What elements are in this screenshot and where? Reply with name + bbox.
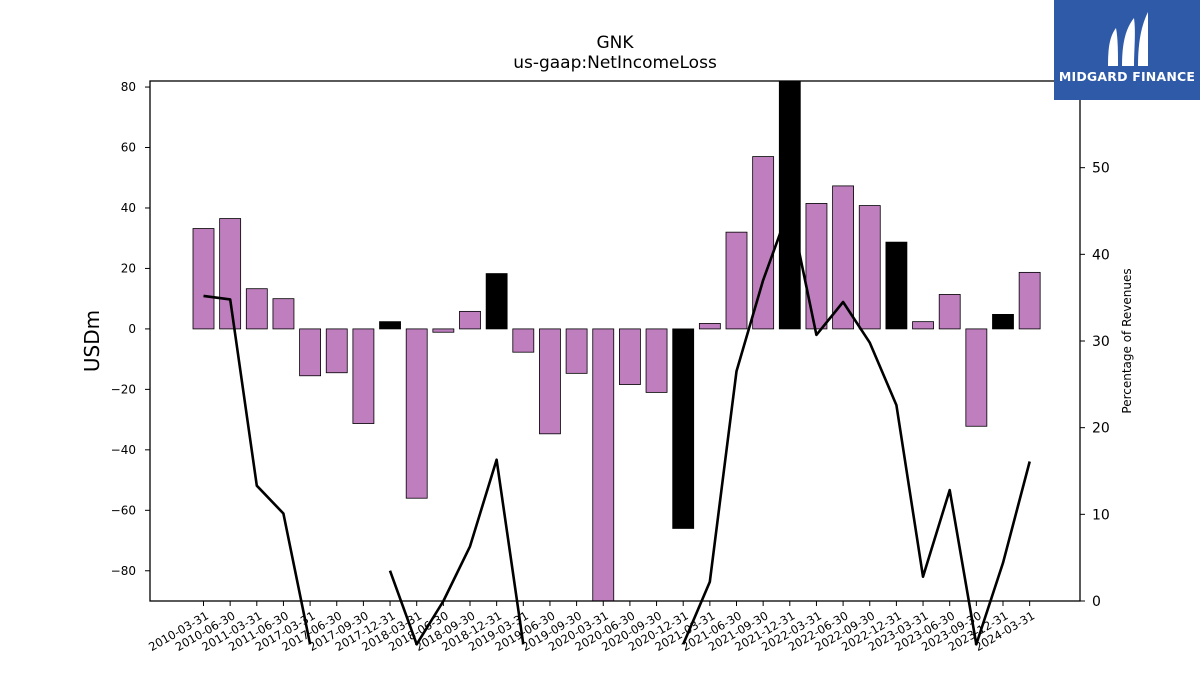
bar bbox=[778, 80, 801, 330]
y2-tick-label: 20 bbox=[1092, 421, 1110, 437]
y-tick-label: 20 bbox=[121, 261, 136, 275]
y2-axis: 0 10 20 30 40 50 bbox=[1080, 161, 1110, 610]
midgard-logo-icon bbox=[1108, 12, 1148, 66]
y-axis: −80 −60 −40 −20 0 20 40 60 80 bbox=[111, 80, 150, 578]
y2-tick-label: 0 bbox=[1092, 594, 1101, 610]
bar bbox=[512, 328, 535, 353]
bar bbox=[379, 321, 401, 330]
y-tick-label: −80 bbox=[111, 564, 136, 578]
bar bbox=[325, 328, 348, 374]
bar bbox=[432, 328, 455, 333]
bar bbox=[485, 273, 508, 330]
y-tick-label: −60 bbox=[111, 503, 136, 517]
bars-group bbox=[192, 80, 1041, 602]
bar bbox=[805, 203, 828, 330]
bar bbox=[672, 328, 695, 529]
y2-tick-label: 30 bbox=[1092, 334, 1110, 350]
bar bbox=[832, 185, 854, 330]
bar bbox=[725, 231, 748, 330]
chart-title: GNK bbox=[596, 33, 634, 53]
logo-text: MIDGARD FINANCE bbox=[1058, 69, 1196, 84]
y2-tick-label: 10 bbox=[1092, 507, 1110, 523]
y2-axis-label: Percentage of Revenues bbox=[1120, 268, 1134, 413]
bar bbox=[592, 328, 615, 602]
bar bbox=[272, 298, 295, 330]
brand-logo: MIDGARD FINANCE bbox=[1054, 0, 1200, 100]
chart-subtitle: us-gaap:NetIncomeLoss bbox=[513, 53, 717, 73]
line-group bbox=[203, 205, 1031, 646]
bar bbox=[992, 313, 1014, 330]
bar bbox=[698, 323, 721, 330]
bar bbox=[539, 328, 561, 435]
bar bbox=[858, 205, 881, 330]
bar bbox=[459, 310, 481, 330]
bar bbox=[565, 328, 588, 374]
y-tick-label: 0 bbox=[128, 322, 136, 336]
bar bbox=[938, 294, 961, 330]
y-tick-label: −40 bbox=[111, 443, 136, 457]
y-tick-label: 80 bbox=[121, 80, 136, 94]
bar bbox=[299, 328, 322, 377]
y-tick-label: 60 bbox=[121, 141, 136, 155]
bar bbox=[405, 328, 428, 499]
bar bbox=[192, 228, 215, 330]
y2-tick-label: 50 bbox=[1092, 161, 1110, 177]
bar bbox=[965, 328, 988, 427]
series-line bbox=[203, 294, 312, 645]
bar bbox=[752, 156, 775, 330]
y2-tick-label: 40 bbox=[1092, 247, 1110, 263]
y-axis-label: USDm bbox=[80, 310, 104, 372]
y-tick-label: −20 bbox=[111, 382, 136, 396]
x-axis: 2010-03-312010-06-302011-03-312011-06-30… bbox=[146, 601, 1037, 654]
series-line bbox=[388, 458, 525, 646]
bar bbox=[219, 218, 242, 330]
bar bbox=[885, 241, 908, 330]
bar bbox=[245, 288, 268, 330]
bar bbox=[619, 328, 641, 385]
bar bbox=[912, 321, 934, 330]
y-tick-label: 40 bbox=[121, 201, 136, 215]
bar bbox=[645, 328, 668, 393]
bar bbox=[352, 328, 375, 424]
series-line bbox=[682, 205, 1031, 646]
bar bbox=[1018, 271, 1041, 330]
